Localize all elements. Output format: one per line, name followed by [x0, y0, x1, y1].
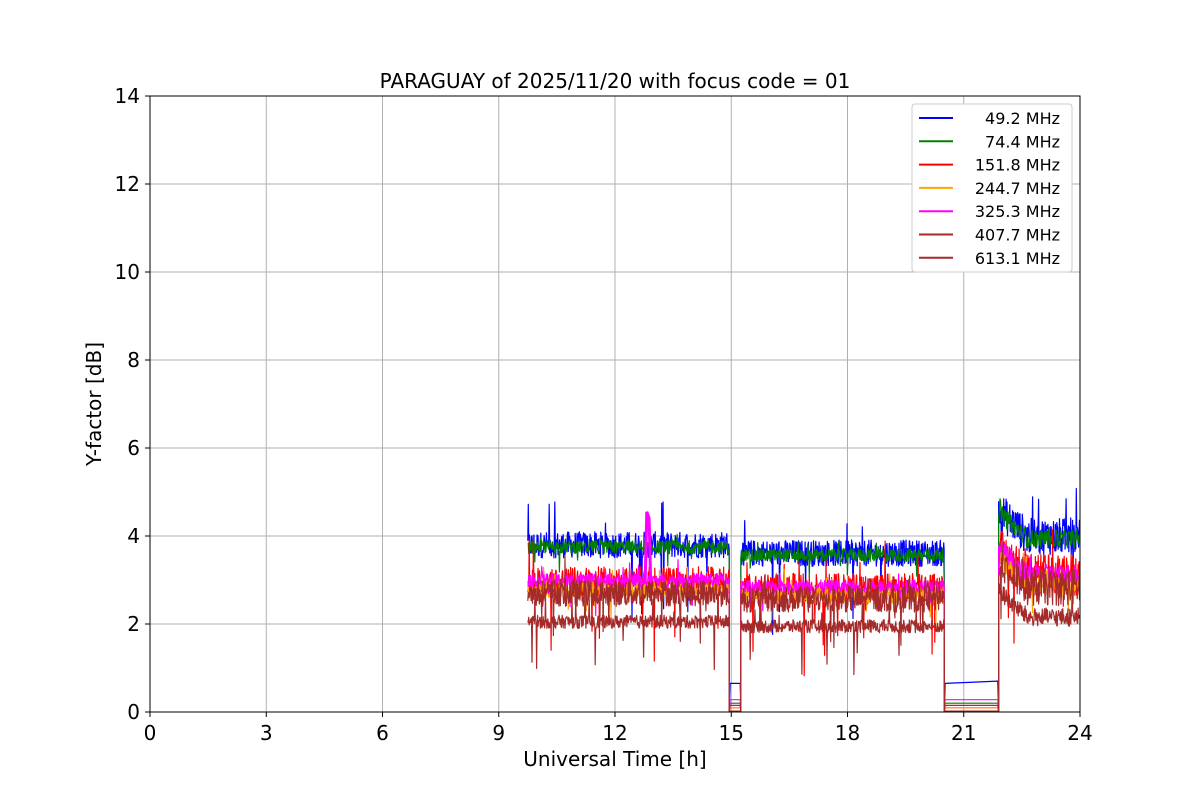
legend-label: 74.4 MHz	[985, 132, 1060, 151]
series-spike	[643, 511, 653, 581]
y-tick-label: 2	[127, 612, 140, 636]
y-tick-label: 0	[127, 700, 140, 724]
legend-box	[911, 103, 1073, 273]
legend-label: 325.3 MHz	[975, 202, 1060, 221]
y-tick-label: 10	[115, 260, 140, 284]
legend-label: 244.7 MHz	[975, 179, 1060, 198]
legend-item: 151.8 MHz	[919, 156, 1060, 175]
legend-label: 613.1 MHz	[975, 249, 1060, 268]
legend-item: 407.7 MHz	[919, 226, 1060, 245]
legend-item: 325.3 MHz	[919, 202, 1060, 221]
legend-item: 613.1 MHz	[919, 249, 1060, 268]
y-tick-label: 4	[127, 524, 140, 548]
series-layer	[527, 487, 1081, 712]
y-tick-label: 14	[115, 84, 140, 108]
chart-title: PARAGUAY of 2025/11/20 with focus code =…	[380, 69, 851, 93]
x-tick-label: 24	[1067, 721, 1092, 745]
x-tick-label: 12	[602, 721, 627, 745]
legend-label: 407.7 MHz	[975, 226, 1060, 245]
y-tick-label: 8	[127, 348, 140, 372]
x-tick-label: 9	[492, 721, 505, 745]
y-tick-label: 12	[115, 172, 140, 196]
x-tick-label: 0	[144, 721, 157, 745]
legend-label: 151.8 MHz	[975, 156, 1060, 175]
x-tick-label: 21	[951, 721, 976, 745]
x-tick-label: 18	[835, 721, 860, 745]
x-tick-label: 15	[719, 721, 744, 745]
legend-item: 49.2 MHz	[919, 109, 1060, 128]
y-axis-label: Y-factor [dB]	[82, 342, 106, 467]
x-tick-label: 6	[376, 721, 389, 745]
legend-label: 49.2 MHz	[985, 109, 1060, 128]
series-line	[527, 583, 1081, 712]
x-tick-label: 3	[260, 721, 273, 745]
legend-item: 74.4 MHz	[919, 132, 1060, 151]
y-tick-label: 6	[127, 436, 140, 460]
legend-item: 244.7 MHz	[919, 179, 1060, 198]
x-axis-label: Universal Time [h]	[523, 747, 706, 771]
legend: 49.2 MHz 74.4 MHz 151.8 MHz 244.7 MHz 325.3…	[911, 103, 1073, 273]
